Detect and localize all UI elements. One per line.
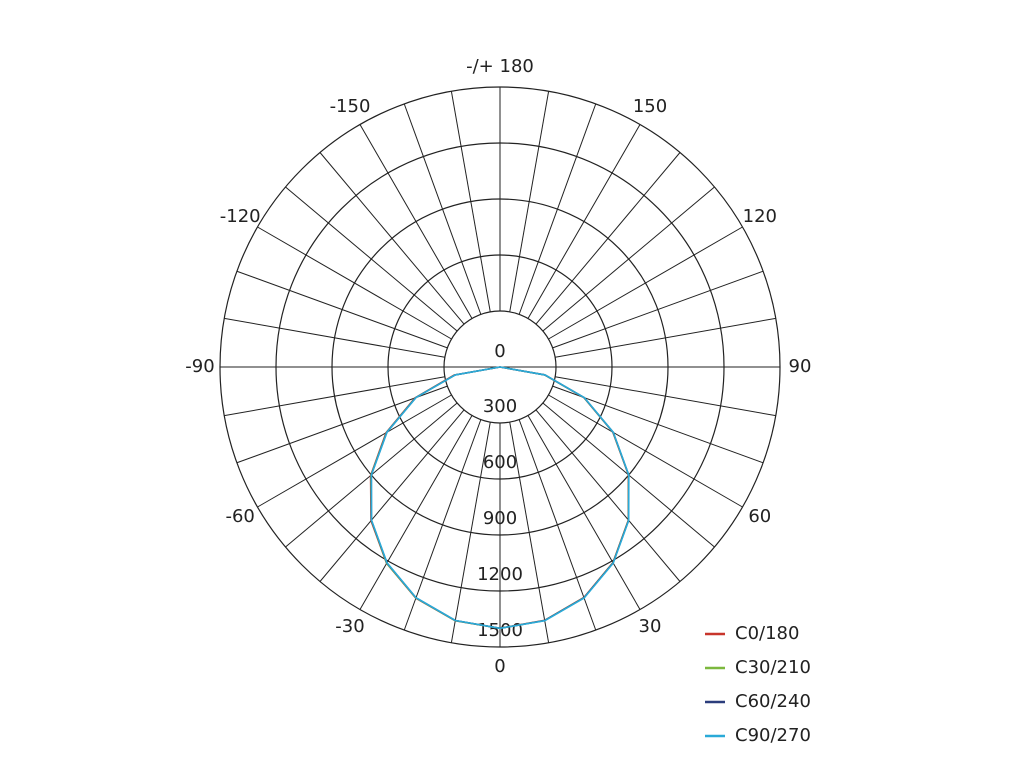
legend-label: C90/270 bbox=[735, 725, 811, 746]
legend-label: C0/180 bbox=[735, 623, 799, 644]
theta-tick-label: 120 bbox=[743, 206, 777, 227]
series-line bbox=[370, 366, 630, 630]
theta-tick-label: -150 bbox=[330, 96, 371, 117]
theta-tick-label: -90 bbox=[185, 356, 214, 377]
r-tick-label: 1200 bbox=[477, 564, 523, 585]
legend-label: C30/210 bbox=[735, 657, 811, 678]
grid-circle bbox=[387, 254, 613, 480]
grid-circle bbox=[331, 198, 669, 536]
r-tick-label: 900 bbox=[483, 508, 517, 529]
r-tick-label: 1500 bbox=[477, 620, 523, 641]
grid-circle bbox=[275, 142, 725, 592]
theta-tick-label: 60 bbox=[748, 506, 771, 527]
theta-tick-label: -/+ 180 bbox=[466, 56, 534, 77]
r-tick-label: 600 bbox=[483, 452, 517, 473]
grid-circle bbox=[443, 310, 557, 424]
theta-tick-label: 90 bbox=[789, 356, 812, 377]
r-tick-label: 300 bbox=[483, 396, 517, 417]
legend-label: C60/240 bbox=[735, 691, 811, 712]
grid-circle bbox=[219, 86, 781, 648]
theta-tick-label: -120 bbox=[220, 206, 261, 227]
r-tick-label: 0 bbox=[494, 341, 505, 362]
theta-tick-label: 30 bbox=[639, 616, 662, 637]
theta-tick-label: 0 bbox=[494, 656, 505, 677]
theta-tick-label: -30 bbox=[335, 616, 364, 637]
theta-tick-label: 150 bbox=[633, 96, 667, 117]
theta-tick-label: -60 bbox=[225, 506, 254, 527]
